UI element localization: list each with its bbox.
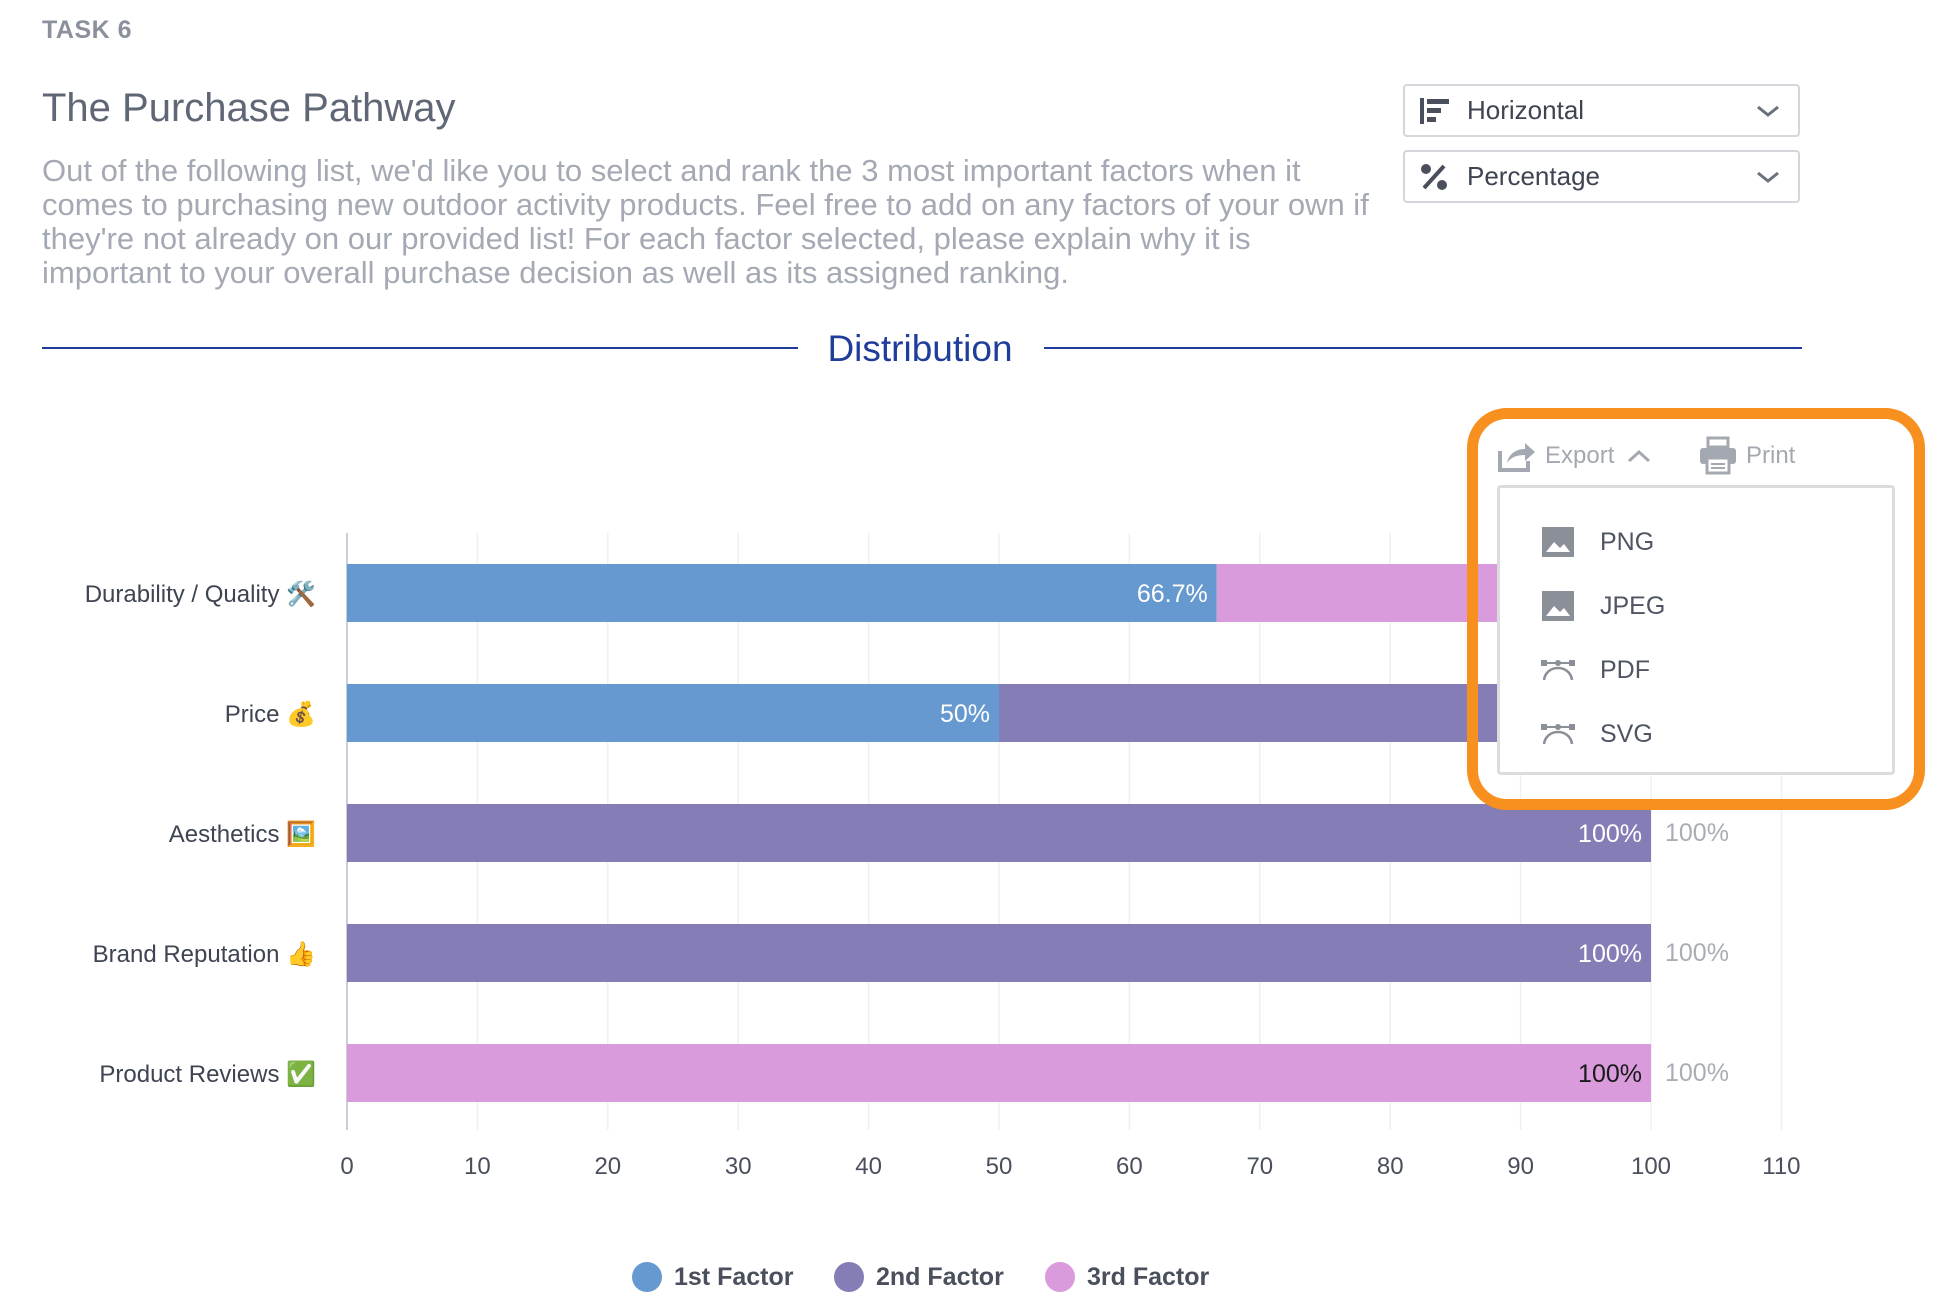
x-tick-label: 110 [1762, 1153, 1800, 1180]
x-tick-label: 40 [855, 1153, 882, 1180]
chevron-up-icon [1628, 449, 1651, 463]
category-label: Price 💰 [225, 700, 316, 728]
question-title: The Purchase Pathway [42, 86, 456, 130]
bar-value-label: 100% [1578, 940, 1642, 968]
value-mode-dropdown[interactable]: Percentage [1403, 150, 1800, 203]
legend-label: 3rd Factor [1087, 1262, 1210, 1291]
printer-icon [1700, 436, 1736, 475]
x-tick-label: 10 [464, 1153, 491, 1180]
x-tick-label: 100 [1631, 1153, 1671, 1180]
x-tick-label: 90 [1507, 1153, 1534, 1180]
image-icon [1540, 588, 1576, 624]
legend-label: 2nd Factor [876, 1262, 1004, 1291]
print-button[interactable]: Print [1698, 436, 1796, 475]
image-icon [1540, 524, 1576, 560]
category-label: Product Reviews ✅ [99, 1060, 316, 1088]
export-svg-label: SVG [1600, 719, 1653, 748]
legend-label: 1st Factor [674, 1262, 794, 1291]
export-png-option[interactable]: PNG [1540, 522, 1654, 562]
print-label: Print [1746, 442, 1796, 469]
bar-total-label: 100% [1665, 939, 1729, 967]
legend-swatch [1045, 1262, 1075, 1292]
category-label: Durability / Quality 🛠️ [85, 579, 316, 608]
legend-swatch [632, 1262, 662, 1292]
export-jpeg-label: JPEG [1600, 591, 1666, 620]
x-tick-label: 80 [1377, 1153, 1404, 1180]
bar-segment [347, 564, 1217, 622]
x-tick-label: 30 [725, 1153, 752, 1180]
export-png-label: PNG [1600, 527, 1655, 556]
category-label: Aesthetics 🖼️ [169, 820, 316, 848]
bar-total-label: 100% [1665, 819, 1729, 847]
bar-segment [347, 924, 1651, 982]
export-label: Export [1545, 442, 1615, 469]
legend-item-2nd-factor[interactable]: 2nd Factor [834, 1262, 1004, 1292]
task-label: TASK 6 [42, 16, 133, 44]
value-mode-value: Percentage [1467, 161, 1600, 191]
legend-item-1st-factor[interactable]: 1st Factor [632, 1262, 793, 1292]
vector-icon [1540, 716, 1576, 752]
export-menu: PNG JPEG PDF [1497, 485, 1895, 775]
legend-swatch [834, 1262, 864, 1292]
bar-value-label: 100% [1578, 820, 1642, 848]
bar-value-label: 100% [1578, 1060, 1642, 1088]
x-tick-label: 70 [1246, 1153, 1273, 1180]
export-pdf-option[interactable]: PDF [1540, 650, 1650, 690]
x-tick-label: 50 [986, 1153, 1013, 1180]
share-icon [1498, 443, 1535, 472]
export-jpeg-option[interactable]: JPEG [1540, 586, 1665, 626]
legend-item-3rd-factor[interactable]: 3rd Factor [1045, 1262, 1209, 1292]
chevron-down-icon [1757, 105, 1779, 117]
bar-value-label: 50% [940, 700, 990, 728]
orientation-value: Horizontal [1467, 95, 1585, 125]
x-tick-label: 20 [594, 1153, 621, 1180]
x-tick-label: 60 [1116, 1153, 1143, 1180]
question-description: Out of the following list, we'd like you… [42, 153, 1369, 290]
percent-icon [1419, 162, 1453, 192]
bar-segment [347, 1044, 1651, 1102]
x-tick-label: 0 [340, 1153, 353, 1180]
vector-icon [1540, 652, 1576, 688]
export-svg-option[interactable]: SVG [1540, 714, 1653, 754]
bar-segment [347, 804, 1651, 862]
category-label: Brand Reputation 👍 [93, 940, 316, 968]
bar-segment [347, 684, 999, 742]
divider-left [42, 347, 798, 349]
divider-right [1044, 347, 1802, 349]
bar-total-label: 100% [1665, 1059, 1729, 1087]
chevron-down-icon [1757, 171, 1779, 183]
export-button[interactable]: Export [1497, 438, 1660, 474]
bar-value-label: 66.7% [1137, 580, 1208, 608]
export-pdf-label: PDF [1600, 655, 1650, 684]
horizontal-bars-icon [1419, 96, 1453, 126]
orientation-dropdown[interactable]: Horizontal [1403, 84, 1800, 137]
section-title: Distribution [827, 328, 1013, 369]
